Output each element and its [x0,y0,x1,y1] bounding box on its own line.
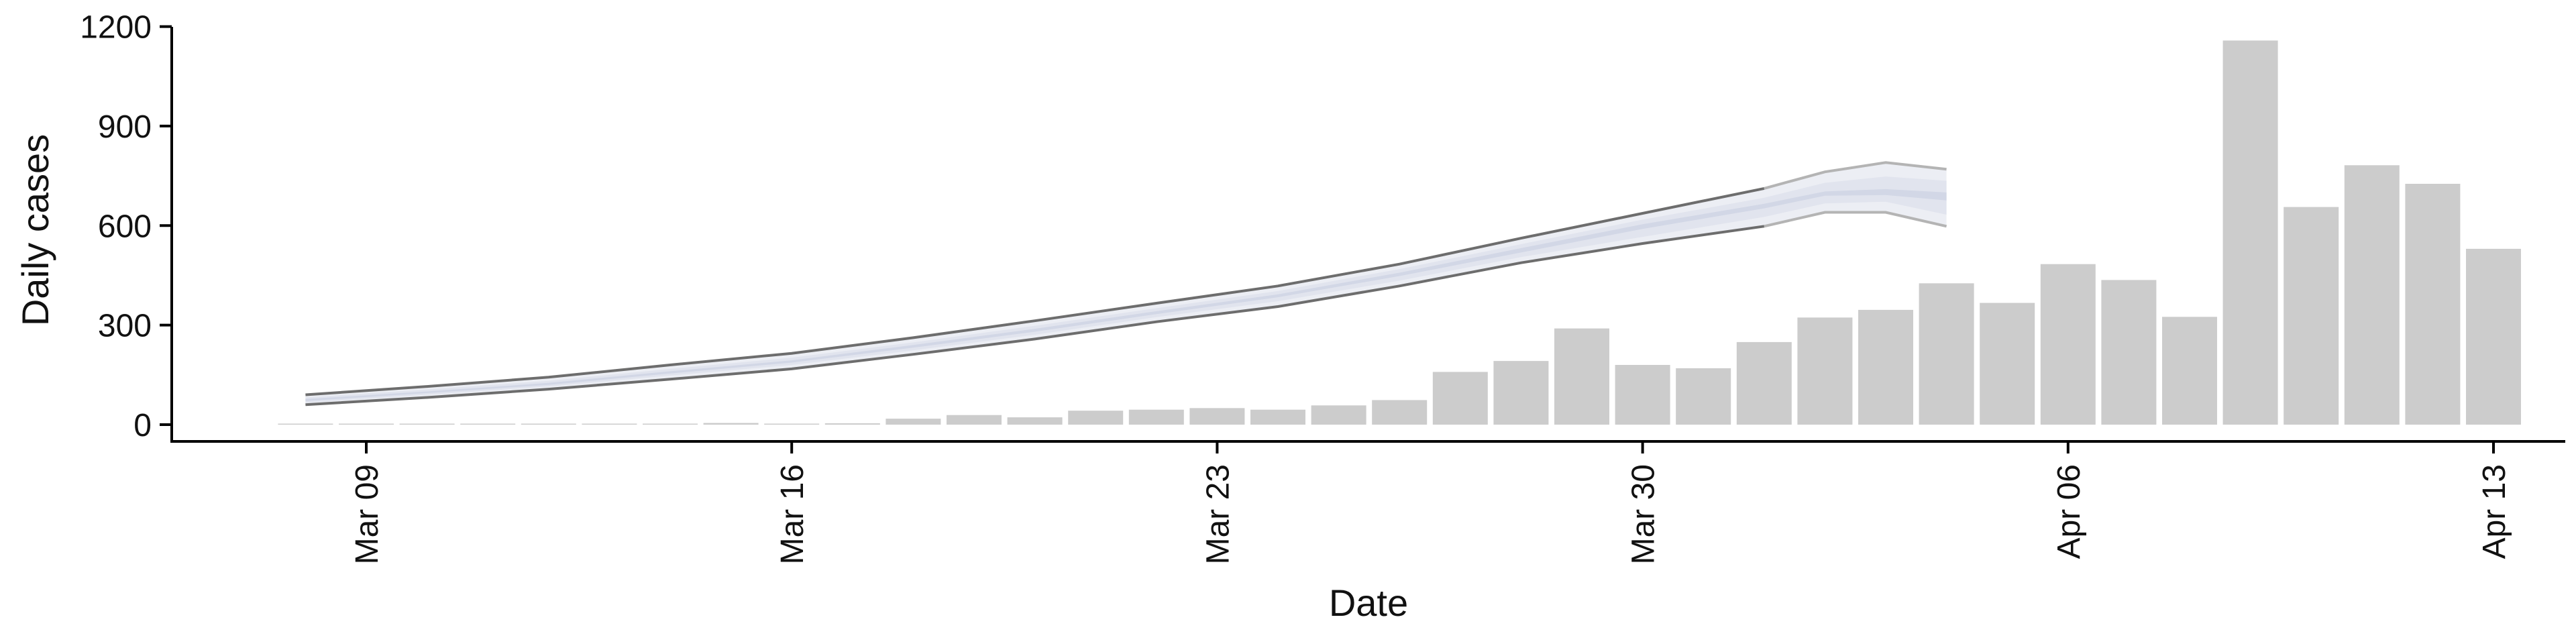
bar-2020-04-01 [1736,341,1792,425]
bar-2020-03-15 [703,423,759,425]
bar-2020-03-10 [399,423,455,425]
y-tick-label: 1200 [80,10,152,46]
x-axis-title: Date [1329,582,1408,624]
x-tick-label: Apr 06 [2051,464,2087,559]
estimate-lower-line [305,225,1765,407]
estimate-band-layer [305,162,1947,405]
bar-2020-03-13 [582,423,637,425]
estimate-lower-line-faded [1764,211,1947,228]
bar-2020-04-11 [2344,165,2400,425]
bar-2020-03-17 [824,423,880,425]
bar-2020-03-21 [1068,411,1124,425]
bar-2020-04-02 [1797,317,1853,425]
x-tick-label: Mar 16 [775,464,810,564]
bar-2020-04-12 [2405,184,2461,425]
bar-2020-03-25 [1311,405,1366,425]
x-tick-label: Mar 23 [1200,464,1236,564]
bar-2020-03-29 [1554,328,1609,425]
bar-2020-03-27 [1432,372,1488,425]
bar-2020-04-09 [2222,40,2278,425]
bar-2020-03-28 [1493,361,1549,425]
y-tick-label: 900 [98,109,152,145]
bar-2020-03-22 [1128,409,1184,425]
y-tick-label: 0 [133,408,152,443]
bar-2020-04-10 [2284,207,2339,425]
y-tick-label: 300 [98,309,152,344]
bar-2020-03-23 [1189,408,1245,425]
estimate-band-outer [305,162,1947,405]
estimate-upper-line-faded [1764,161,1947,190]
bar-2020-03-31 [1676,368,1731,425]
bar-2020-04-07 [2101,280,2157,425]
bar-2020-03-12 [521,423,576,425]
y-axis-ticks: 0 300 600 900 1200 [80,10,172,443]
x-tick-label: Mar 09 [350,464,385,564]
estimate-line-layer [305,161,1947,407]
bar-2020-04-04 [1919,283,1974,425]
bar-2020-03-18 [885,419,941,425]
bar-layer [278,40,2521,425]
bar-2020-03-30 [1615,365,1670,425]
bar-2020-04-03 [1858,309,1913,425]
bar-2020-04-05 [1980,303,2035,425]
estimate-upper-line [305,186,1765,396]
bar-2020-03-26 [1372,400,1428,425]
y-tick-label: 600 [98,209,152,244]
bar-2020-03-16 [764,423,820,425]
bar-2020-03-24 [1250,409,1305,425]
bar-2020-03-09 [339,423,394,425]
bar-2020-03-14 [643,423,698,425]
y-axis-title: Daily cases [14,134,56,326]
estimate-band-mid [305,176,1947,403]
bar-2020-03-11 [460,423,516,425]
bar-2020-03-08 [278,423,333,425]
bar-2020-03-19 [947,415,1002,425]
bar-2020-04-13 [2466,248,2521,425]
x-tick-label: Mar 30 [1626,464,1662,564]
x-axis-ticks: Mar 09 Mar 16 Mar 23 Mar 30 Apr 06 Apr 13 [350,441,2512,564]
bar-2020-04-08 [2162,317,2217,425]
bar-2020-04-06 [2040,264,2096,425]
x-tick-label: Apr 13 [2477,464,2512,559]
bar-2020-03-20 [1007,417,1063,425]
